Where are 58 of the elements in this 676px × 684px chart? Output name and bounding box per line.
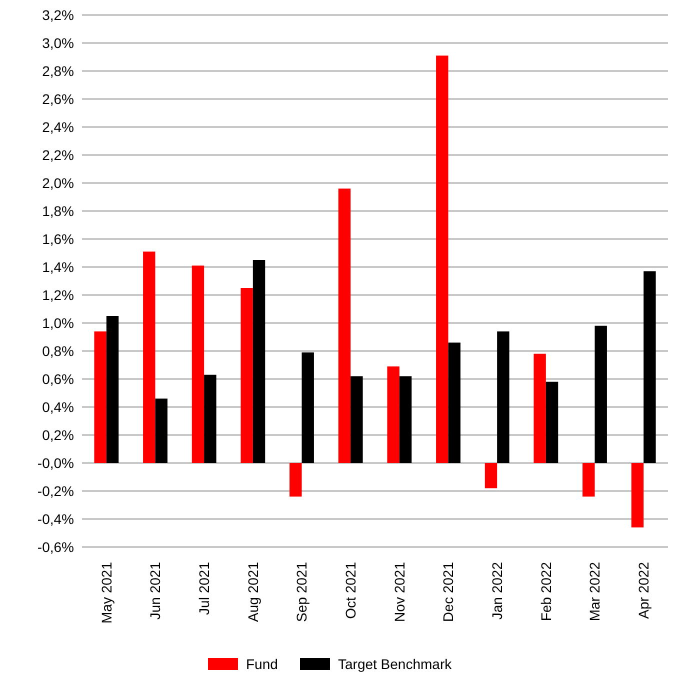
y-tick-label: 3,2% xyxy=(42,6,74,23)
y-tick-label: -0,2% xyxy=(37,482,74,499)
bar xyxy=(192,266,204,463)
y-tick-label: 0,2% xyxy=(42,426,74,443)
bar xyxy=(204,374,216,463)
bar xyxy=(143,252,156,463)
bar xyxy=(387,366,400,463)
legend-label: Target Benchmark xyxy=(338,656,453,672)
legend-label: Fund xyxy=(246,656,278,672)
x-tick-label: Aug 2021 xyxy=(244,562,261,622)
y-tick-label: 1,0% xyxy=(42,314,74,331)
x-tick-label: Nov 2021 xyxy=(391,562,408,622)
bar xyxy=(94,331,106,463)
y-tick-label: 2,0% xyxy=(42,174,74,191)
x-tick-label: Feb 2022 xyxy=(538,562,554,622)
x-tick-label: Jun 2021 xyxy=(147,562,164,620)
bar xyxy=(594,326,607,463)
bar xyxy=(350,376,363,463)
y-tick-label: -0,4% xyxy=(37,510,74,527)
bar xyxy=(240,288,253,463)
x-tick-label: Oct 2021 xyxy=(342,562,358,619)
bar xyxy=(582,463,595,497)
y-tick-label: 1,2% xyxy=(42,286,74,303)
bar xyxy=(484,463,498,488)
x-tick-label: Dec 2021 xyxy=(440,562,456,622)
bar xyxy=(302,352,314,463)
bar xyxy=(338,188,351,463)
y-tick-label: 3,0% xyxy=(42,34,74,51)
bar xyxy=(631,463,644,528)
bar xyxy=(252,260,266,463)
bar xyxy=(106,316,119,463)
x-tick-label: Apr 2022 xyxy=(635,562,652,619)
y-tick-label: 1,8% xyxy=(42,202,74,219)
y-tick-label: 1,4% xyxy=(42,258,74,275)
x-tick-label: Jan 2022 xyxy=(488,562,505,620)
x-tick-label: May 2021 xyxy=(98,562,114,624)
bar xyxy=(399,376,412,463)
bar xyxy=(497,331,510,463)
y-tick-label: 2,2% xyxy=(42,146,74,163)
y-tick-label: 1,6% xyxy=(42,230,74,247)
bar xyxy=(534,354,546,463)
y-tick-label: 0,8% xyxy=(42,342,74,359)
y-tick-label: 2,8% xyxy=(42,62,74,79)
y-tick-label: -0,6% xyxy=(37,538,74,555)
y-tick-label: 2,4% xyxy=(42,118,74,135)
y-tick-label: 0,4% xyxy=(42,398,74,415)
x-tick-label: Mar 2022 xyxy=(586,562,603,622)
bar xyxy=(448,342,460,463)
bar xyxy=(546,382,558,463)
bar xyxy=(290,463,302,497)
bar xyxy=(644,271,656,463)
x-tick-label: Sep 2021 xyxy=(294,562,310,622)
x-tick-label: Jul 2021 xyxy=(196,562,212,615)
bar xyxy=(436,56,448,463)
bar xyxy=(155,398,168,463)
y-tick-label: 2,6% xyxy=(42,90,74,107)
y-tick-label: 0,6% xyxy=(42,370,74,387)
y-tick-label: -0,0% xyxy=(37,454,74,471)
